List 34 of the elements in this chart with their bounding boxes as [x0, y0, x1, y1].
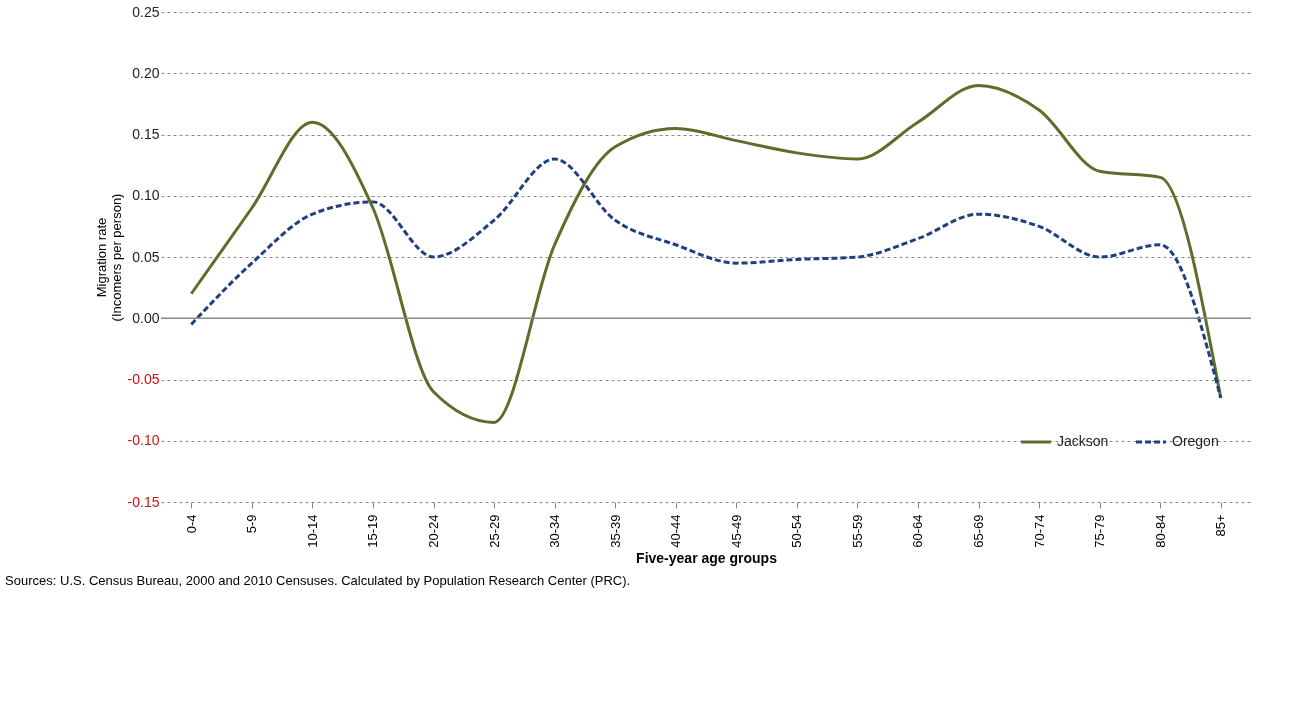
line-series — [189, 157, 1223, 400]
x-tick-label: 5-9 — [244, 514, 260, 534]
x-tick-label: 60-64 — [910, 514, 926, 548]
y-tick-label: -0.10 — [127, 432, 160, 449]
x-tick-label: 65-69 — [971, 514, 986, 548]
line-series — [189, 84, 1223, 424]
y-tick-label: -0.15 — [127, 493, 160, 510]
y-tick-label: 0.00 — [132, 309, 160, 326]
x-tick-label: 55-59 — [849, 514, 865, 548]
x-tick-label: 20-24 — [426, 514, 441, 548]
x-tick-label: 75-79 — [1092, 514, 1108, 548]
x-tick-label: 10-14 — [304, 514, 320, 548]
legend-label: Jackson — [1057, 433, 1109, 449]
source-note: Sources: U.S. Census Bureau, 2000 and 2010 Censuses. Calculated by Population Research Center (PRC). — [5, 573, 631, 589]
legend-label: Oregon — [1172, 433, 1219, 449]
y-tick-label: 0.05 — [132, 248, 160, 265]
x-tick-label: 50-54 — [789, 514, 805, 548]
y-tick-label: 0.15 — [132, 126, 160, 142]
y-tick-label: 0.10 — [132, 187, 160, 204]
x-tick-label: 0-4 — [183, 514, 199, 534]
y-tick-label: 0.25 — [132, 3, 160, 20]
x-tick-label: 15-19 — [365, 514, 381, 548]
x-tick-label: 35-39 — [607, 514, 623, 548]
x-tick-label: 70-74 — [1031, 514, 1047, 548]
y-tick-label: -0.05 — [127, 371, 160, 387]
y-axis-title: Migration rate (Incomers per person) — [93, 193, 124, 322]
x-tick-label: 40-44 — [668, 514, 684, 548]
x-axis-title: Five-year age groups — [636, 549, 778, 566]
y-tick-label: 0.20 — [132, 64, 160, 81]
x-tick-label: 45-49 — [728, 514, 744, 548]
x-tick-label: 25-29 — [486, 514, 502, 548]
x-tick-label: 80-84 — [1152, 514, 1168, 548]
x-tick-label: 30-34 — [547, 514, 563, 548]
x-tick-label: 85+ — [1213, 514, 1229, 537]
